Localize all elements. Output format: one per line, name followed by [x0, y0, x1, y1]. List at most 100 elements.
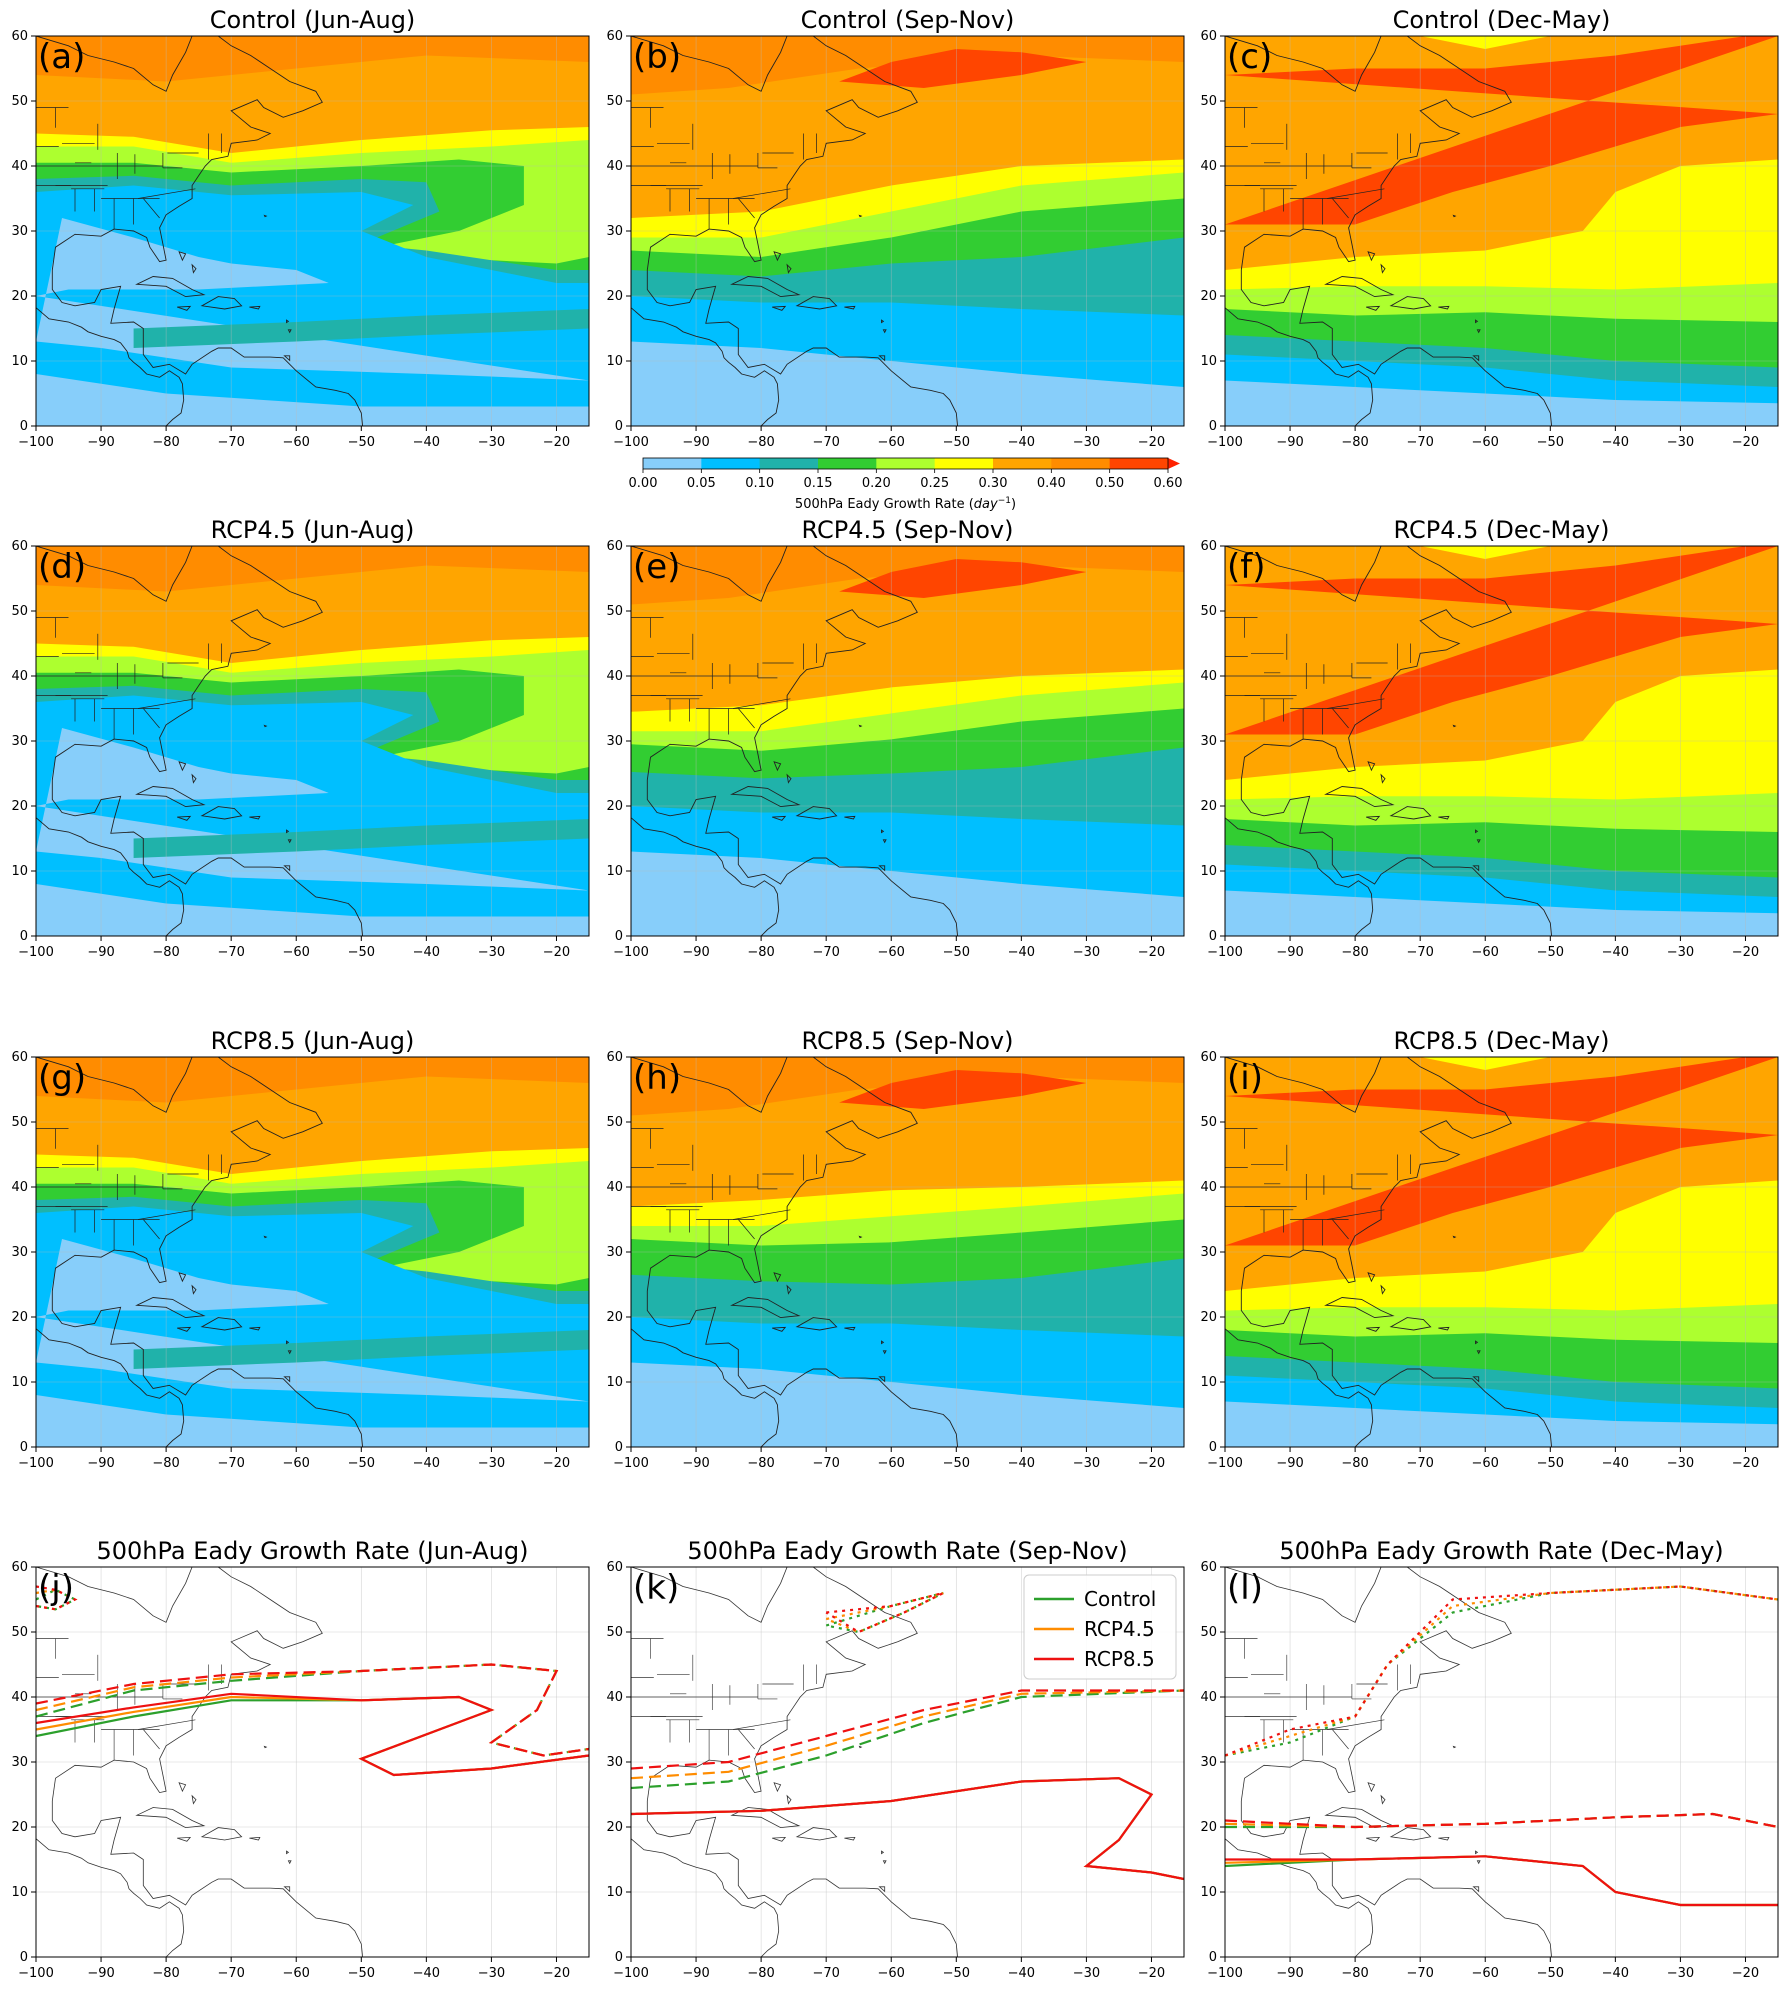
- y-tick-label: 0: [615, 1950, 623, 1965]
- island-outline: [1476, 839, 1481, 844]
- island-outline: [1472, 355, 1480, 362]
- x-tick-label: −20: [1138, 1456, 1165, 1471]
- x-tick-label: −60: [878, 435, 905, 450]
- colorbar-tick-label: 0.20: [862, 476, 891, 491]
- state-boundary: [138, 1719, 196, 1730]
- x-tick-label: −70: [217, 945, 244, 960]
- y-tick-label: 10: [1200, 1375, 1217, 1390]
- land-outline: [36, 36, 364, 426]
- coastline: [631, 817, 780, 936]
- island-outline: [844, 305, 856, 310]
- x-tick-label: −70: [1406, 435, 1433, 450]
- contour-fill-band: [36, 884, 589, 936]
- contour-fill-band: [1225, 1057, 1778, 1246]
- x-tick-label: −90: [682, 1456, 709, 1471]
- island-outline: [135, 1297, 206, 1319]
- y-tick-label: 10: [1200, 864, 1217, 879]
- y-tick-label: 0: [1209, 419, 1217, 434]
- y-tick-label: 20: [1200, 289, 1217, 304]
- island-outline: [177, 1836, 192, 1842]
- coastline: [1240, 1057, 1553, 1447]
- island-outline: [795, 1317, 838, 1331]
- island-outline: [878, 1886, 886, 1893]
- x-tick-label: −90: [1276, 1966, 1303, 1981]
- y-tick-label: 60: [11, 1050, 28, 1065]
- island-outline: [1380, 1794, 1386, 1805]
- panel-plot-area: [36, 1567, 589, 1957]
- x-tick-label: −20: [1732, 1456, 1759, 1471]
- panel-title: 500hPa Eady Growth Rate (Sep-Nov): [687, 1537, 1127, 1565]
- y-tick-label: 10: [11, 354, 28, 369]
- legend: Control RCP4.5 RCP8.5: [1023, 1574, 1177, 1680]
- x-tick-label: −100: [613, 1456, 649, 1471]
- x-tick-label: −80: [152, 1456, 179, 1471]
- island-outline: [786, 773, 792, 784]
- y-tick-label: 50: [606, 94, 623, 109]
- y-tick-label: 20: [606, 1310, 623, 1325]
- panel-title: RCP4.5 (Dec-May): [1394, 516, 1610, 544]
- panel-frame: [35, 1056, 590, 1448]
- island-outline: [1438, 1836, 1450, 1841]
- x-tick-label: −40: [1602, 435, 1629, 450]
- gridlines: [631, 546, 1184, 936]
- island-outline: [1475, 1850, 1479, 1855]
- island-outline: [1389, 1317, 1432, 1331]
- y-tick-label: 60: [606, 539, 623, 554]
- x-tick-label: −50: [348, 1966, 375, 1981]
- state-boundary: [738, 1219, 755, 1240]
- state-boundary: [733, 1209, 791, 1220]
- island-outline: [1380, 1284, 1386, 1295]
- y-tick-label: 60: [606, 1560, 623, 1575]
- island-outline: [1389, 806, 1432, 820]
- y-tick-label: 0: [1209, 1440, 1217, 1455]
- y-tick-label: 10: [606, 354, 623, 369]
- x-tick-label: −40: [1008, 1966, 1035, 1981]
- island-outline: [1438, 815, 1450, 820]
- y-tick-label: 30: [606, 734, 623, 749]
- x-tick-label: −70: [812, 945, 839, 960]
- land-outline: [1225, 546, 1553, 936]
- colorbar-tick-label: 0.60: [1154, 476, 1183, 491]
- contour-fill-band: [1225, 890, 1778, 936]
- land-outline: [1225, 36, 1553, 426]
- island-outline: [878, 355, 886, 362]
- panel-label: (d): [38, 547, 86, 587]
- y-tick-label: 60: [11, 539, 28, 554]
- map-panel-c: −100 −90 −80 −70 −60 −50 −40 −30 −20 0 10 20 30 40 50 6…: [1200, 6, 1779, 450]
- y-tick-label: 40: [606, 1180, 623, 1195]
- panel-frame: [35, 35, 590, 427]
- coastline: [1225, 546, 1382, 602]
- island-outline: [881, 829, 885, 834]
- island-outline: [283, 865, 291, 872]
- y-tick-label: 0: [615, 929, 623, 944]
- colorbar-segment: [993, 458, 1052, 469]
- y-tick-label: 20: [606, 289, 623, 304]
- y-tick-label: 30: [606, 1245, 623, 1260]
- y-tick-label: 0: [1209, 1950, 1217, 1965]
- y-tick-label: 50: [606, 1625, 623, 1640]
- island-outline: [1367, 761, 1376, 772]
- x-tick-label: −90: [87, 945, 114, 960]
- coastline: [36, 307, 185, 426]
- x-tick-label: −70: [812, 1456, 839, 1471]
- x-tick-label: −70: [1406, 1456, 1433, 1471]
- x-tick-label: −30: [478, 1456, 505, 1471]
- y-tick-label: 10: [11, 1885, 28, 1900]
- island-outline: [1475, 319, 1479, 324]
- x-tick-label: −70: [1406, 945, 1433, 960]
- island-outline: [786, 1794, 792, 1805]
- gridlines: [36, 546, 589, 936]
- x-tick-label: −50: [1537, 1966, 1564, 1981]
- x-tick-label: −70: [217, 1456, 244, 1471]
- y-tick-label: 0: [20, 419, 28, 434]
- map-panel-d: −100 −90 −80 −70 −60 −50 −40 −30 −20 0 10 20 30 40 50 6…: [11, 516, 590, 960]
- contour-fill-band: [839, 49, 1087, 88]
- x-tick-label: −50: [943, 1966, 970, 1981]
- y-tick-label: 40: [606, 669, 623, 684]
- y-tick-label: 50: [11, 1625, 28, 1640]
- coastline: [631, 1328, 780, 1447]
- x-tick-label: −90: [1276, 945, 1303, 960]
- island-outline: [263, 1235, 268, 1239]
- y-tick-label: 0: [615, 419, 623, 434]
- coastline: [631, 1838, 780, 1957]
